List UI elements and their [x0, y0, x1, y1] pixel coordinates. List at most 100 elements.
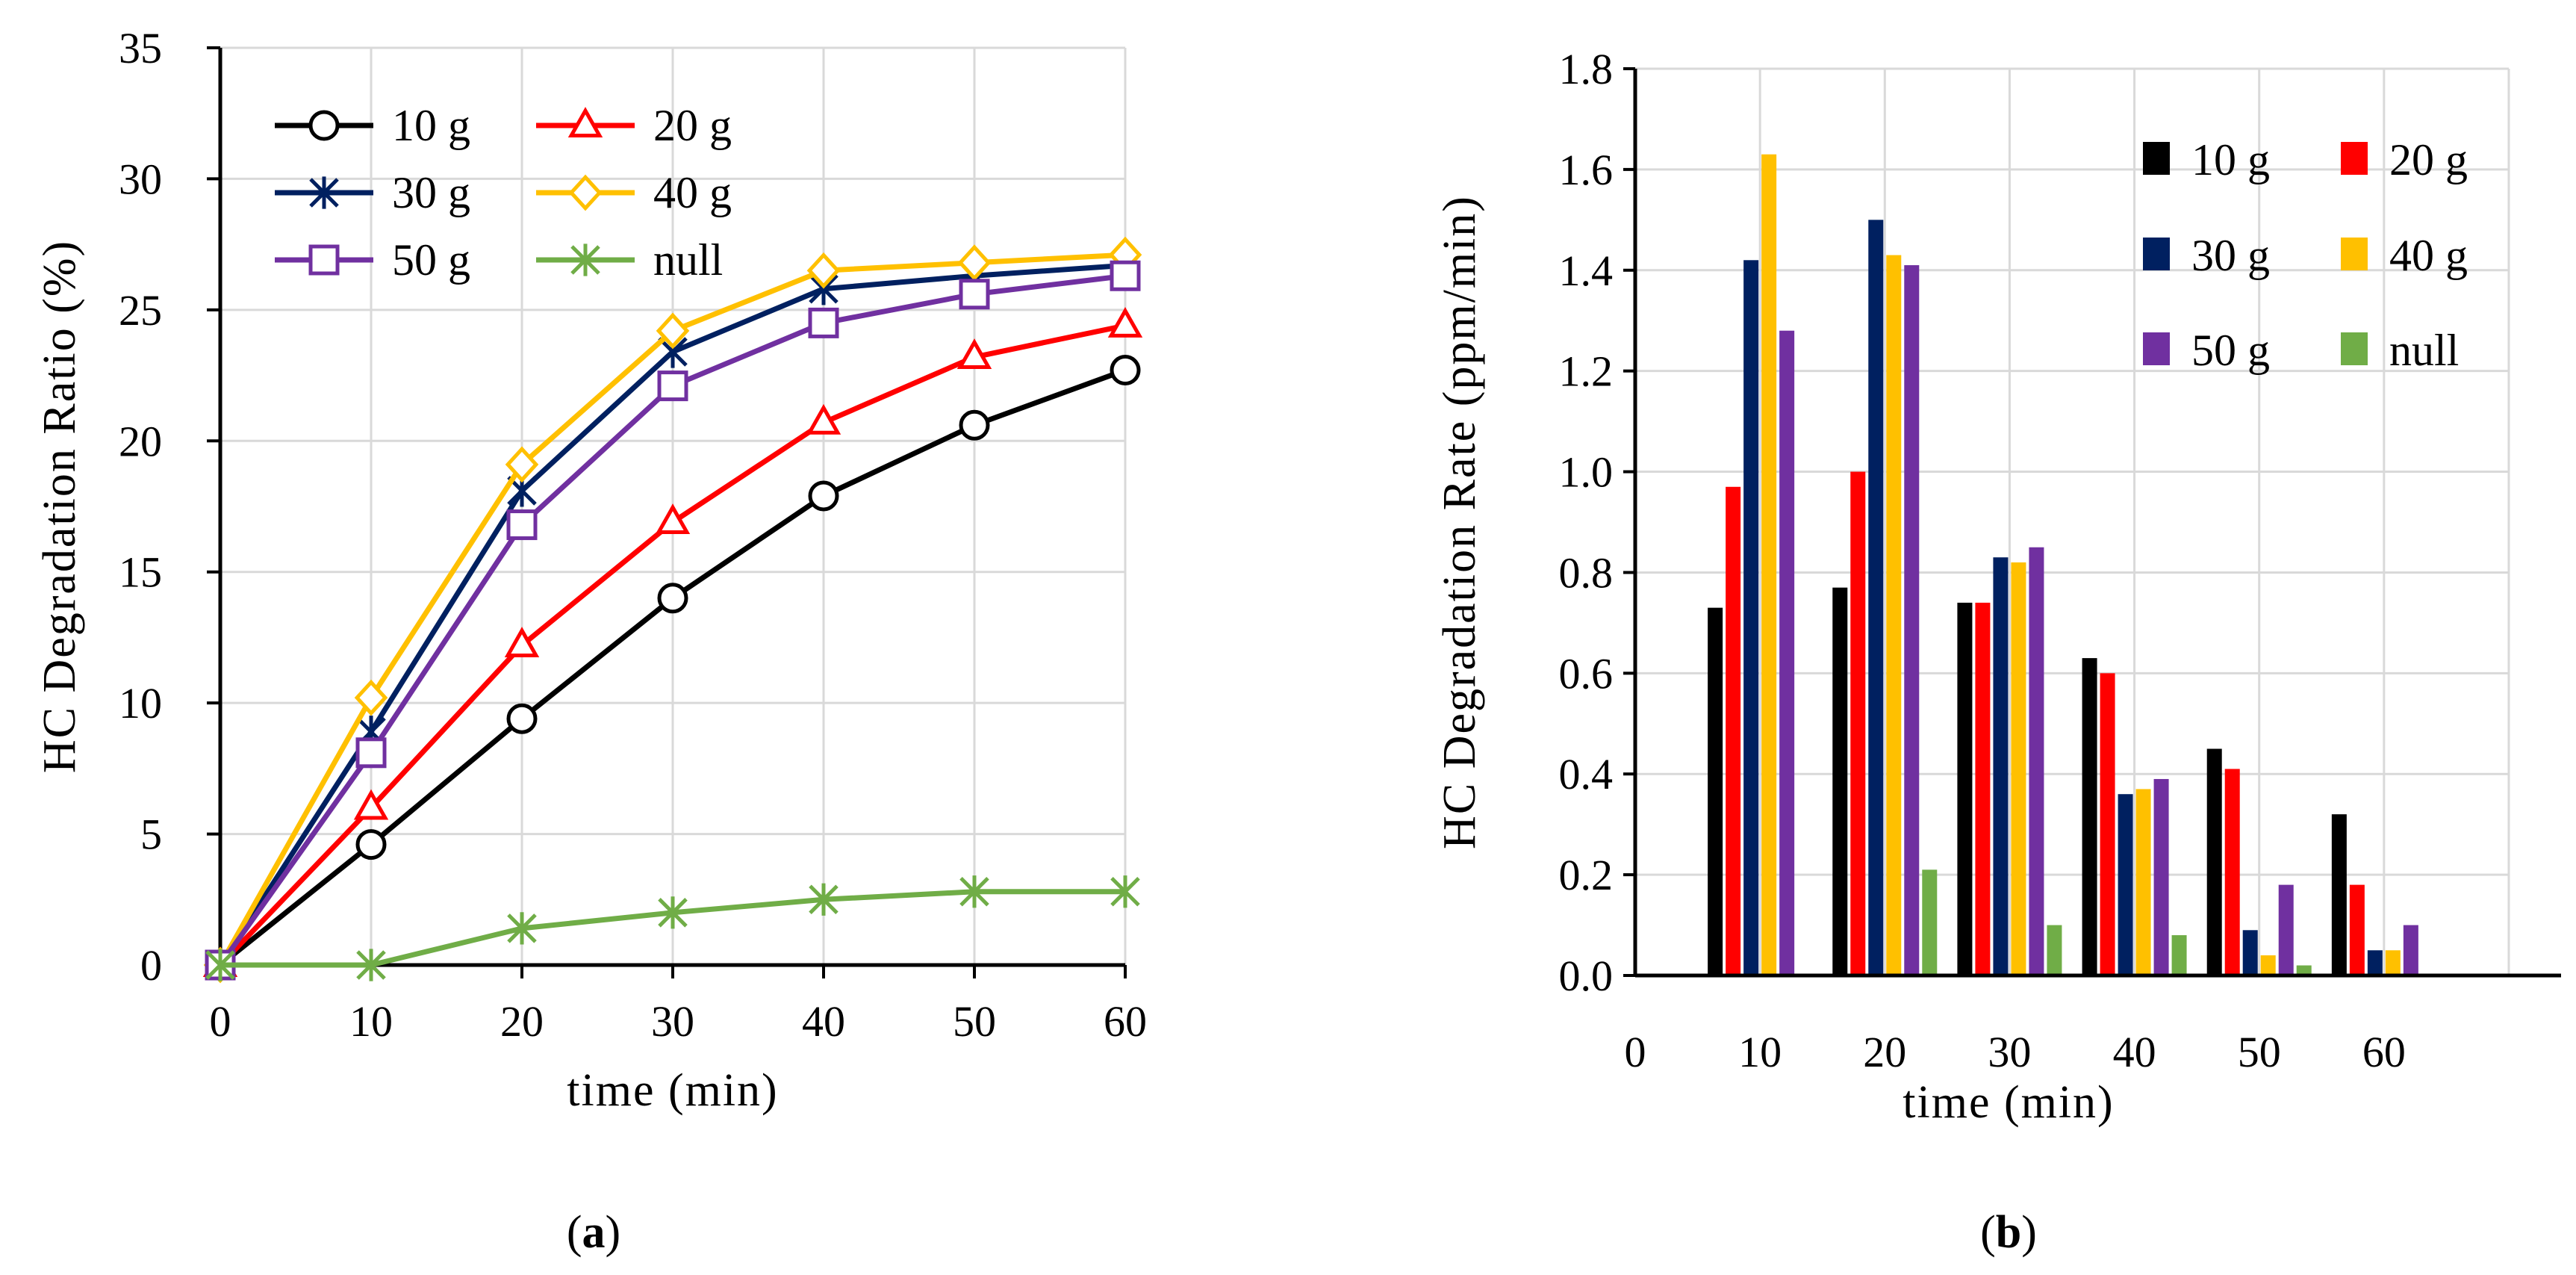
legend-label: 20 g [653, 101, 732, 150]
x-tick-label: 40 [802, 997, 845, 1046]
legend-label: 30 g [2191, 231, 2270, 280]
bar-50-g-20 [1904, 265, 1920, 975]
bar-null-50 [2296, 965, 2312, 975]
data-point [808, 480, 839, 512]
axes-b [1623, 67, 2561, 978]
series-50-g [205, 260, 1141, 981]
y-tick-label: 0.4 [1559, 750, 1614, 798]
x-tick-label: 60 [1104, 997, 1147, 1046]
legend-label: null [2389, 326, 2459, 375]
data-point [1110, 355, 1141, 386]
data-point [809, 883, 839, 916]
bar-10-g-10 [1708, 607, 1723, 975]
bar-50-g-40 [2153, 778, 2169, 975]
series-null [205, 875, 1140, 981]
data-point [507, 912, 537, 945]
bar-null-30 [2047, 925, 2062, 975]
bar-30-g-10 [1743, 260, 1759, 975]
data-point [505, 446, 539, 483]
y-tick-label: 1.4 [1559, 246, 1614, 295]
legend-label: 40 g [2389, 231, 2468, 280]
legend-label: 40 g [653, 168, 732, 217]
legend-a: 10 g 20 g 30 g 40 g 50 g null [275, 101, 732, 285]
bar-null-20 [1922, 869, 1938, 975]
y-tick-label: 35 [119, 24, 162, 72]
bar-20-g-30 [1975, 602, 1991, 975]
legend-item: 10 g [2143, 135, 2270, 184]
legend-swatch [2143, 142, 2170, 175]
legend-item: 40 g [2341, 231, 2468, 280]
data-point [356, 949, 386, 981]
x-tick-label: 40 [2113, 1028, 2156, 1076]
y-tick-label: 0.6 [1559, 649, 1614, 698]
legend-item: 30 g [2143, 231, 2270, 280]
bars-b [1708, 154, 2418, 976]
y-tick-label: 0 [140, 941, 162, 990]
y-tick-label: 10 [119, 679, 162, 728]
data-point [657, 583, 688, 614]
legend-marker [308, 110, 340, 141]
data-point [355, 737, 387, 769]
legend-label: 20 g [2389, 135, 2468, 184]
bar-10-g-60 [2331, 814, 2347, 975]
data-point [959, 875, 989, 908]
legend-marker [570, 243, 600, 276]
x-tick-label: 0 [210, 997, 231, 1046]
legend-item: 20 g [2341, 135, 2468, 184]
x-axis-label-a: time (min) [567, 1065, 778, 1116]
legend-item: 50 g [275, 235, 470, 285]
bar-20-g-10 [1726, 486, 1741, 975]
series-a [202, 236, 1143, 984]
panel-label-a: (a) [567, 1207, 620, 1258]
bar-10-g-30 [1957, 602, 1973, 975]
legend-item: 50 g [2143, 326, 2270, 375]
data-point [956, 338, 992, 370]
y-tick-label: 0.0 [1559, 952, 1614, 1000]
legend-label: 50 g [392, 235, 470, 285]
bar-40-g-20 [1886, 255, 1902, 975]
x-tick-label: 50 [2238, 1028, 2281, 1076]
legend-marker [567, 107, 603, 137]
x-tick-label: 30 [651, 997, 694, 1046]
bar-30-g-40 [2118, 794, 2133, 975]
legend-marker [308, 244, 340, 276]
legend-swatch [2341, 332, 2368, 365]
legend-item: 40 g [536, 168, 732, 217]
legend-b: 10 g 20 g 30 g 40 g 50 g null [2143, 135, 2468, 375]
x-tick-label: 20 [500, 997, 544, 1046]
data-point [504, 627, 540, 657]
bar-20-g-60 [2349, 884, 2365, 975]
legend-item: 30 g [275, 168, 470, 217]
bar-40-g-50 [2260, 955, 2276, 975]
tick-labels-a: 0 10 20 30 40 50 60 0 5 10 15 20 25 30 35 [119, 24, 1147, 1046]
y-tick-label: 1.6 [1559, 146, 1614, 194]
bar-50-g-10 [1779, 330, 1795, 975]
data-point [353, 789, 389, 820]
legend-label: null [653, 235, 723, 285]
data-point [656, 312, 690, 350]
bar-40-g-40 [2135, 789, 2151, 975]
data-point [355, 829, 387, 860]
data-point [806, 403, 841, 435]
bar-40-g-60 [2385, 950, 2401, 975]
y-tick-label: 5 [140, 810, 162, 859]
y-tick-label: 1.0 [1559, 448, 1614, 497]
data-point [658, 896, 688, 929]
panel-letter-b: b [1996, 1207, 2021, 1258]
bar-30-g-30 [1993, 557, 2009, 975]
data-point [205, 949, 235, 981]
y-tick-label: 15 [119, 548, 162, 597]
grid-a [220, 46, 1127, 965]
data-point [808, 307, 839, 338]
y-tick-label: 0.8 [1559, 548, 1614, 597]
legend-label: 10 g [2191, 135, 2270, 184]
data-point [506, 703, 538, 734]
x-tick-label: 0 [1625, 1028, 1646, 1076]
bar-30-g-20 [1868, 220, 1884, 975]
y-tick-label: 30 [119, 155, 162, 203]
legend-item: null [2341, 326, 2459, 375]
bar-20-g-40 [2100, 673, 2115, 975]
legend-item: 10 g [275, 101, 470, 150]
data-point [506, 509, 538, 541]
